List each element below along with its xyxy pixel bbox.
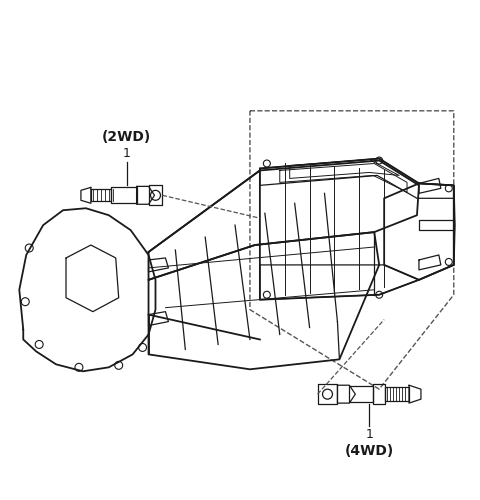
Text: (4WD): (4WD): [345, 444, 394, 458]
Text: 1: 1: [365, 428, 373, 441]
Text: 1: 1: [123, 146, 131, 160]
Text: (2WD): (2WD): [102, 130, 151, 143]
